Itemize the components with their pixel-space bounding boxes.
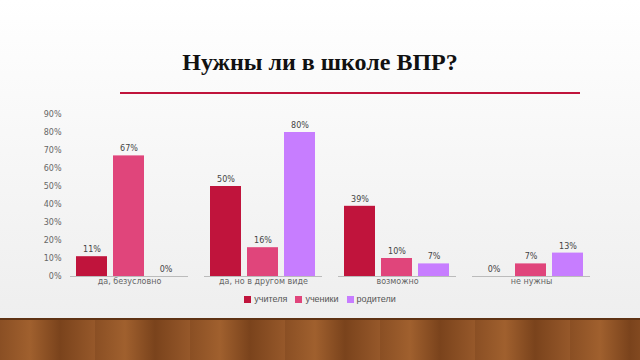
svg-text:50%: 50% [217,175,235,184]
html-text:Нужны ли в школе ВПР?: Нужны ли в школе ВПР? [182,49,458,75]
svg-text:7%: 7% [525,252,538,261]
svg-text:40%: 40% [44,200,62,209]
html-text:учителя: учителя [254,294,288,304]
svg-text:80%: 80% [44,128,62,137]
svg-text:11%: 11% [83,245,101,254]
svg-text:0%: 0% [160,265,173,274]
svg-text:16%: 16% [254,236,272,245]
svg-text:60%: 60% [44,164,62,173]
svg-text:возможно: возможно [376,277,418,286]
svg-text:39%: 39% [351,195,369,204]
html-text:родители: родители [356,294,396,304]
html-text:ученики: ученики [305,294,339,304]
svg-text:90%: 90% [44,110,62,119]
svg-text:не нужны: не нужны [511,277,552,286]
svg-text:0%: 0% [49,272,62,281]
svg-text:30%: 30% [44,218,62,227]
svg-text:10%: 10% [44,254,62,263]
svg-text:80%: 80% [291,121,309,130]
svg-text:да, безусловно: да, безусловно [98,277,162,286]
svg-text:70%: 70% [44,146,62,155]
svg-text:67%: 67% [120,144,138,153]
svg-text:50%: 50% [44,182,62,191]
svg-text:да, но в другом виде: да, но в другом виде [219,277,308,286]
svg-text:10%: 10% [388,247,406,256]
svg-text:7%: 7% [428,252,441,261]
svg-text:20%: 20% [44,236,62,245]
svg-text:0%: 0% [488,265,501,274]
svg-text:13%: 13% [559,242,577,251]
